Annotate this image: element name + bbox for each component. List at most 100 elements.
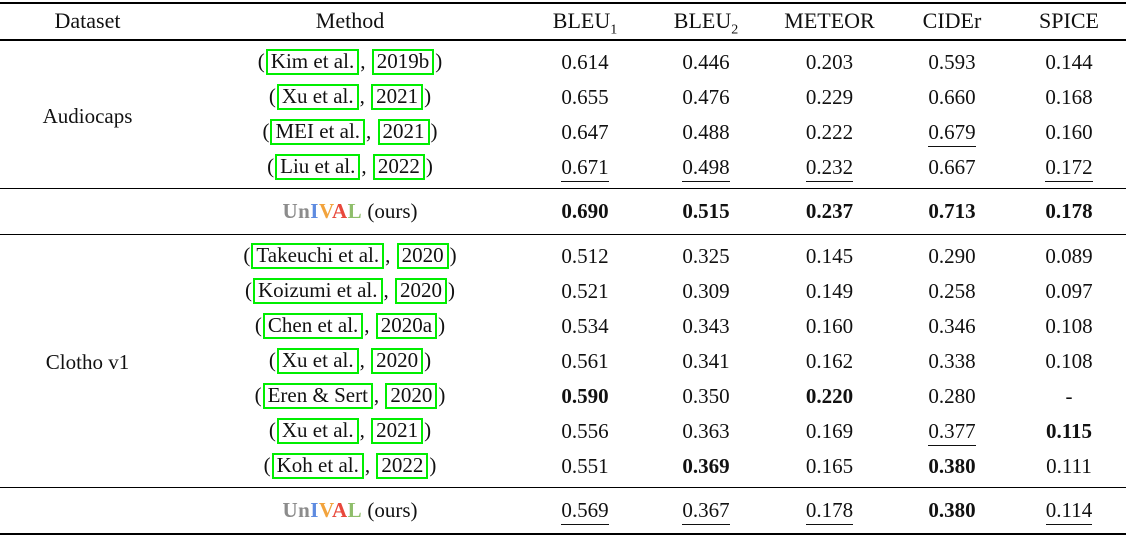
clotho-section: Clotho v1 (Takeuchi et al., 2020) 0.512 0.3…: [0, 234, 1126, 488]
metric-value: 0.115: [1045, 418, 1093, 443]
metric-value: 0.512: [561, 243, 609, 268]
citation-author-link[interactable]: Eren & Sert: [262, 383, 373, 409]
metric-value: 0.690: [561, 199, 609, 223]
metric-value: 0.667: [928, 154, 976, 179]
metric-value: 0.162: [805, 348, 854, 373]
citation-author-link[interactable]: MEI et al.: [270, 119, 366, 145]
method-cell: (Xu et al., 2021): [268, 418, 432, 444]
metric-value: -: [1065, 383, 1073, 408]
metric-value: 0.222: [805, 119, 854, 144]
method-row: (Xu et al., 2021) 0.556 0.363 0.169 0.377 0.1…: [0, 414, 1126, 449]
method-cell: (Eren & Sert, 2020): [254, 383, 446, 409]
metric-value: 0.232: [767, 150, 892, 189]
method-cell: (Koizumi et al., 2020): [244, 278, 456, 304]
citation-author-link[interactable]: Xu et al.: [276, 84, 359, 110]
metric-value: 0.338: [928, 348, 976, 373]
metric-value: 0.111: [1046, 453, 1092, 478]
metric-value: 0.309: [682, 278, 730, 303]
metric-value: 0.346: [928, 313, 976, 338]
metric-value: 0.679: [892, 115, 1012, 150]
metric-value: 0.144: [1045, 49, 1093, 74]
method-cell: (Chen et al., 2020a): [254, 313, 446, 339]
unival-letter: Un: [282, 498, 311, 522]
citation-year-link[interactable]: 2020: [385, 383, 438, 409]
metric-value: 0.258: [928, 278, 976, 303]
metric-value: 0.350: [682, 383, 730, 408]
method-row: Audiocaps (Kim et al., 2019b) 0.614 0.446 0.…: [0, 40, 1126, 126]
method-row: (Koh et al., 2022) 0.551 0.369 0.165 0.380 0.…: [0, 449, 1126, 488]
table-header-row: Dataset Method BLEU1 BLEU2 METEOR CIDEr …: [0, 3, 1126, 40]
metric-value: 0.363: [682, 418, 730, 443]
metric-value: 0.380: [928, 498, 976, 522]
citation-author-link[interactable]: Xu et al.: [276, 348, 359, 374]
unival-letter: L: [347, 498, 363, 522]
method-row: (Chen et al., 2020a) 0.534 0.343 0.160 0.346…: [0, 309, 1126, 344]
clotho-ours-row-band: UnIVAL (ours) 0.569 0.367 0.178 0.380 0.114: [0, 487, 1126, 535]
citation-author-link[interactable]: Chen et al.: [262, 313, 364, 339]
unival-method-cell: UnIVAL (ours): [282, 199, 418, 223]
citation-year-link[interactable]: 2019b: [371, 49, 435, 75]
citation-year-link[interactable]: 2021: [377, 119, 430, 145]
col-header-spice: SPICE: [1039, 8, 1099, 33]
citation-year-link[interactable]: 2020: [371, 348, 424, 374]
audiocaps-section: Audiocaps (Kim et al., 2019b) 0.614 0.446 0.…: [0, 40, 1126, 189]
metric-value: 0.229: [805, 84, 854, 109]
method-row: (Xu et al., 2021) 0.655 0.476 0.229 0.660 0.1…: [0, 80, 1126, 115]
citation-author-link[interactable]: Liu et al.: [275, 154, 361, 180]
metric-value: 0.114: [1012, 488, 1126, 535]
citation-year-link[interactable]: 2021: [371, 84, 424, 110]
unival-method-cell: UnIVAL (ours): [282, 498, 418, 522]
method-cell: (Kim et al., 2019b): [257, 49, 443, 75]
metric-value: 0.569: [525, 488, 645, 535]
col-header-bleu1: BLEU1: [552, 8, 618, 38]
metric-value: 0.521: [561, 278, 609, 303]
col-header-bleu2: BLEU2: [673, 8, 739, 38]
unival-wordmark: UnIVAL: [282, 498, 362, 522]
dataset-cell-empty: [0, 189, 175, 235]
citation-year-link[interactable]: 2022: [376, 453, 429, 479]
metric-value: 0.446: [682, 49, 730, 74]
metric-value: 0.108: [1045, 313, 1093, 338]
citation-author-link[interactable]: Takeuchi et al.: [251, 243, 385, 269]
metric-value: 0.377: [892, 414, 1012, 449]
citation-year-link[interactable]: 2022: [372, 154, 425, 180]
metric-value: 0.149: [805, 278, 854, 303]
metric-value: 0.220: [805, 383, 854, 408]
metric-value: 0.515: [682, 199, 730, 223]
metric-value: 0.655: [561, 84, 609, 109]
metric-value: 0.089: [1045, 243, 1093, 268]
method-row: (Liu et al., 2022) 0.671 0.498 0.232 0.667 0.…: [0, 150, 1126, 189]
metric-value: 0.476: [682, 84, 730, 109]
citation-author-link[interactable]: Koizumi et al.: [252, 278, 383, 304]
unival-letter: V: [318, 199, 332, 223]
method-cell: (Liu et al., 2022): [267, 154, 433, 180]
method-cell: (Xu et al., 2020): [268, 348, 432, 374]
metric-value: 0.168: [1045, 84, 1093, 109]
metric-value: 0.593: [928, 49, 976, 74]
dataset-cell: Audiocaps: [42, 103, 133, 128]
citation-year-link[interactable]: 2020: [395, 278, 448, 304]
unival-letter: A: [331, 498, 348, 522]
metric-value: 0.237: [805, 199, 854, 223]
metric-value: 0.556: [561, 418, 609, 443]
citation-author-link[interactable]: Kim et al.: [265, 49, 360, 75]
unival-letter: I: [310, 199, 319, 223]
citation-author-link[interactable]: Koh et al.: [271, 453, 364, 479]
citation-year-link[interactable]: 2020a: [375, 313, 438, 339]
metric-value: 0.160: [1045, 119, 1093, 144]
ours-row: UnIVAL (ours) 0.690 0.515 0.237 0.713 0.178: [0, 189, 1126, 235]
metric-value: 0.380: [928, 453, 976, 478]
metric-value: 0.534: [561, 313, 609, 338]
citation-author-link[interactable]: Xu et al.: [276, 418, 359, 444]
metric-value: 0.614: [561, 49, 609, 74]
metric-value: 0.561: [561, 348, 609, 373]
metric-value: 0.713: [928, 199, 976, 223]
metric-value: 0.369: [682, 453, 730, 478]
unival-letter: I: [310, 498, 319, 522]
metric-value: 0.290: [928, 243, 976, 268]
citation-year-link[interactable]: 2021: [371, 418, 424, 444]
metric-value: 0.498: [645, 150, 767, 189]
citation-year-link[interactable]: 2020: [396, 243, 449, 269]
metric-value: 0.178: [1045, 199, 1093, 223]
metric-value: 0.108: [1045, 348, 1093, 373]
